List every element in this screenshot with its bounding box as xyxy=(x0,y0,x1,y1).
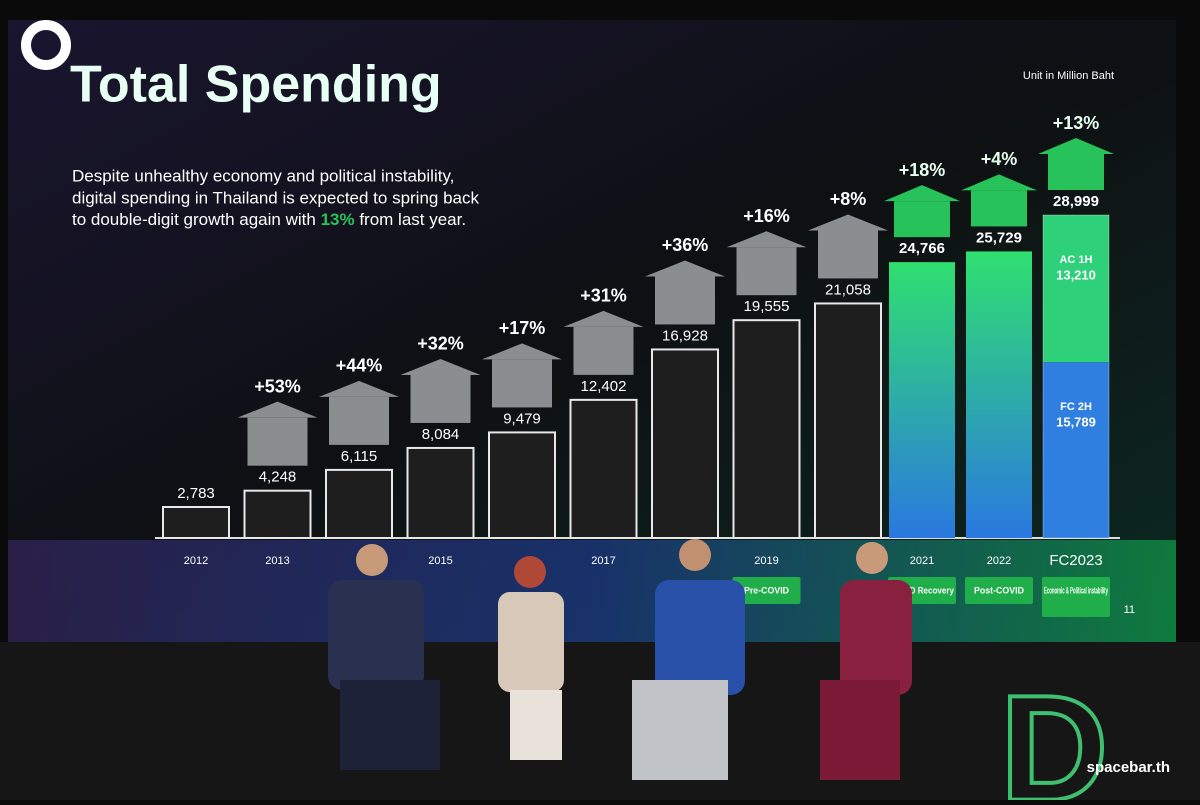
segment-name: AC 1H xyxy=(1059,254,1092,266)
subtitle: digital spending in Thailand is expected… xyxy=(72,188,480,207)
segment-name: FC 2H xyxy=(1060,401,1092,413)
stage-curtain xyxy=(0,642,1200,800)
growth-label: +53% xyxy=(254,376,301,396)
x-tick-label: 2022 xyxy=(987,555,1011,567)
value-label: 21,058 xyxy=(825,281,871,298)
x-tick-label: 2021 xyxy=(910,555,934,567)
x-tick-label: 2012 xyxy=(184,555,208,567)
bar xyxy=(814,302,882,540)
growth-arrow-head xyxy=(645,260,725,277)
growth-arrow-body xyxy=(971,190,1027,227)
growth-label: +36% xyxy=(662,235,709,255)
segment-label: 13,210 xyxy=(1056,267,1096,282)
growth-arrow-body xyxy=(573,326,634,375)
growth-label: +4% xyxy=(981,149,1018,169)
logo xyxy=(21,20,71,70)
chart-title: Total Spending xyxy=(70,56,442,114)
value-label: 28,999 xyxy=(1053,193,1099,210)
speaker xyxy=(632,539,745,780)
bar xyxy=(732,319,801,539)
growth-label: +8% xyxy=(830,189,867,209)
growth-label: +31% xyxy=(580,286,627,306)
bar xyxy=(569,398,638,539)
bar xyxy=(406,446,475,539)
speaker xyxy=(328,544,440,770)
value-label: 19,555 xyxy=(744,298,790,315)
phase-tag xyxy=(1042,577,1110,617)
growth-arrow-head xyxy=(884,185,960,202)
phase-label: Post-COVID xyxy=(974,585,1024,595)
growth-arrow-head xyxy=(563,310,644,327)
chart: 2,783 2012 4,248 +53% 2013 6,115 +44% 8,084 +32%… xyxy=(162,113,1114,617)
bar xyxy=(651,348,719,539)
phase-tag xyxy=(965,577,1033,604)
value-label: 4,248 xyxy=(259,469,297,486)
subtitle-highlight: 13% xyxy=(321,210,355,229)
growth-arrow-body xyxy=(894,201,950,238)
growth-arrow-body xyxy=(492,359,552,408)
speaker xyxy=(498,556,564,760)
bar xyxy=(966,251,1032,538)
value-label: 2,783 xyxy=(177,485,215,502)
bar xyxy=(243,489,312,540)
x-tick-label: FC2023 xyxy=(1049,552,1102,569)
value-label: 8,084 xyxy=(422,426,460,443)
bar-outline xyxy=(1042,214,1110,539)
bar xyxy=(488,431,556,540)
growth-arrow-body xyxy=(655,276,715,325)
growth-arrow-head xyxy=(237,401,318,418)
growth-arrow-head xyxy=(961,174,1037,191)
bar-segment xyxy=(1043,362,1109,538)
bar xyxy=(325,468,393,539)
value-label: 9,479 xyxy=(503,410,541,427)
growth-label: +44% xyxy=(336,356,383,376)
subtitle: Despite unhealthy economy and political … xyxy=(72,166,454,185)
growth-arrow-body xyxy=(736,247,797,296)
subtitle: to double-digit growth again with 13% fr… xyxy=(72,210,466,229)
value-label: 25,729 xyxy=(976,229,1022,246)
growth-arrow-body xyxy=(1048,154,1104,190)
phase-label: Pre-COVID xyxy=(744,585,789,595)
value-label: 24,766 xyxy=(899,240,945,257)
x-tick-label: 2015 xyxy=(428,555,452,567)
value-label: 16,928 xyxy=(662,327,708,344)
growth-arrow-body xyxy=(247,417,308,466)
growth-arrow-head xyxy=(319,380,399,397)
value-label: 6,115 xyxy=(341,448,377,465)
phase-label: Economic & Political instability xyxy=(1044,585,1108,595)
value-label: 12,402 xyxy=(581,378,627,395)
speaker xyxy=(820,542,912,780)
unit-note: Unit in Million Baht xyxy=(1023,70,1114,82)
growth-arrow-head xyxy=(808,214,888,231)
bar xyxy=(162,506,230,540)
growth-arrow-head xyxy=(726,231,807,248)
segment-label: 15,789 xyxy=(1056,415,1096,430)
phase-tag xyxy=(732,577,801,604)
growth-label: +13% xyxy=(1053,113,1100,133)
bar-segment xyxy=(1043,215,1109,363)
x-tick-label: 2019 xyxy=(754,555,778,567)
growth-arrow-body xyxy=(410,374,471,423)
stage: D spacebar.th xyxy=(0,539,1200,805)
growth-arrow-body xyxy=(818,230,878,279)
growth-arrow-head xyxy=(400,358,481,375)
x-tick-label: 2013 xyxy=(265,555,289,567)
subtitle: to double-digit growth again with xyxy=(72,210,316,229)
watermark: spacebar.th xyxy=(1087,759,1170,776)
growth-arrow-head xyxy=(1038,138,1114,154)
growth-label: +32% xyxy=(417,334,464,354)
x-tick-label: 2017 xyxy=(591,555,615,567)
stage-logo: D xyxy=(1000,664,1108,800)
page-number: 11 xyxy=(1124,604,1135,616)
growth-label: +18% xyxy=(899,160,946,180)
subtitle: from last year. xyxy=(359,210,466,229)
growth-label: +16% xyxy=(743,206,790,226)
bar xyxy=(889,262,955,538)
growth-label: +17% xyxy=(499,318,546,338)
growth-arrow-body xyxy=(329,396,389,445)
growth-arrow-head xyxy=(482,343,562,360)
phase-label: COVID Recovery xyxy=(890,585,954,595)
